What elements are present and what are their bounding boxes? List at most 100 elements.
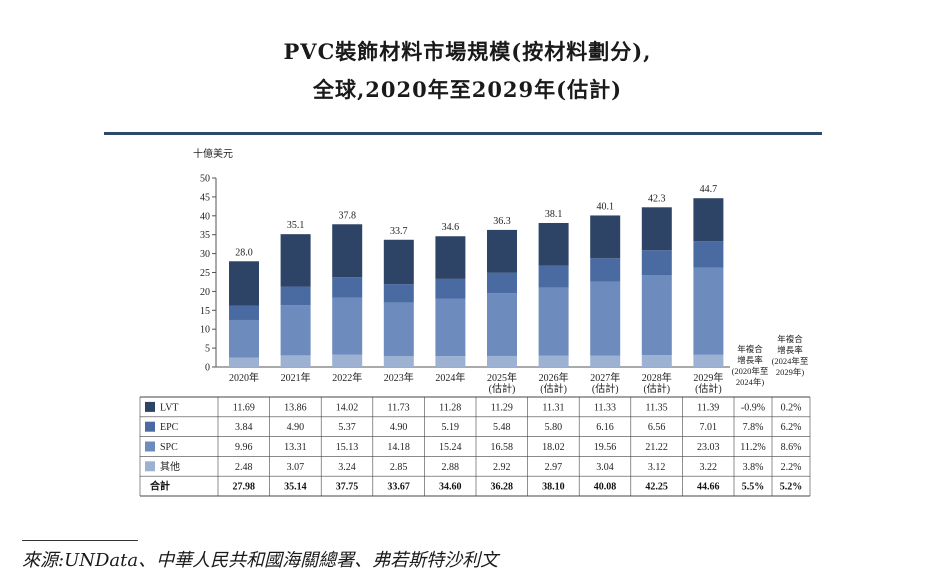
bar-segment-spc xyxy=(383,302,414,357)
table-cell: 2.85 xyxy=(390,462,408,473)
bar-segment-lvt xyxy=(693,198,724,242)
table-cell: 15.13 xyxy=(336,442,359,453)
cagr-header: 2024年) xyxy=(736,377,765,387)
x-tick-label: 2025年 xyxy=(487,371,517,384)
y-tick-label: 10 xyxy=(200,325,210,336)
y-tick-label: 0 xyxy=(205,363,210,374)
table-cell: 4.90 xyxy=(287,422,305,433)
bar-total-label: 34.6 xyxy=(442,222,460,233)
bar-segment-epc xyxy=(693,241,724,268)
table-cell: 16.58 xyxy=(491,442,514,453)
bar-segment-spc xyxy=(435,298,466,357)
legend-label: LVT xyxy=(160,402,179,413)
table-cell: 11.69 xyxy=(233,402,255,413)
bar-segment-spc xyxy=(487,293,517,356)
bar-total-label: 33.7 xyxy=(390,226,408,237)
table-cell: 5.80 xyxy=(545,422,563,433)
bar-segment-other xyxy=(590,355,621,367)
legend-label: 其他 xyxy=(160,460,180,473)
legend-label: SPC xyxy=(160,442,178,453)
bar-segment-epc xyxy=(280,286,311,306)
legend-swatch xyxy=(145,441,155,452)
table-cell: 5.19 xyxy=(441,422,459,433)
bar-segment-epc xyxy=(332,277,363,298)
x-tick-label: 2021年 xyxy=(281,371,311,384)
bar-segment-lvt xyxy=(487,229,517,273)
x-tick-label: 2027年 xyxy=(590,371,620,384)
y-tick-label: 45 xyxy=(200,192,210,203)
table-total-label: 合計 xyxy=(149,480,170,493)
bar-segment-epc xyxy=(641,250,672,275)
table-cell: 13.86 xyxy=(284,402,307,413)
bar-segment-lvt xyxy=(332,224,363,278)
table-cagr-cell: 8.6% xyxy=(781,442,802,453)
table-cell: 15.24 xyxy=(439,442,462,453)
cagr-header: 年複合 xyxy=(737,344,763,354)
bar-segment-lvt xyxy=(229,261,259,306)
bar-segment-lvt xyxy=(538,222,569,266)
table-cell: 14.02 xyxy=(336,402,359,413)
cagr-header: 2029年) xyxy=(776,367,805,377)
bar-segment-epc xyxy=(229,305,259,320)
bar-segment-spc xyxy=(280,305,311,356)
x-tick-label: 2022年 xyxy=(332,371,362,384)
y-tick-label: 20 xyxy=(200,287,210,298)
x-tick-label: (估計) xyxy=(489,382,516,395)
table-cell: 2.92 xyxy=(493,462,511,473)
bar-segment-other xyxy=(383,356,414,367)
table-cell: 3.07 xyxy=(287,462,305,473)
bar-segment-lvt xyxy=(590,215,621,259)
table-cagr-cell: 7.8% xyxy=(743,422,764,433)
x-tick-label: (估計) xyxy=(592,382,619,395)
table-cell: 11.73 xyxy=(388,402,410,413)
table-cell: 4.90 xyxy=(390,422,408,433)
table-total-cell: 38.10 xyxy=(542,482,565,493)
table-cagr-cell: 2.2% xyxy=(781,462,802,473)
bar-total-label: 35.1 xyxy=(287,220,305,231)
bar-segment-lvt xyxy=(383,239,414,285)
bar-segment-other xyxy=(538,355,569,367)
bar-segment-lvt xyxy=(641,207,672,251)
bar-segment-spc xyxy=(538,287,569,356)
table-cell: 5.37 xyxy=(338,422,356,433)
table-cell: 13.31 xyxy=(284,442,307,453)
table-total-cell: 27.98 xyxy=(233,482,256,493)
bar-segment-epc xyxy=(435,278,466,299)
table-total-cagr-cell: 5.5% xyxy=(742,482,765,493)
x-tick-label: 2020年 xyxy=(229,371,259,384)
bar-total-label: 38.1 xyxy=(545,209,563,220)
y-tick-label: 5 xyxy=(205,344,210,355)
table-total-cell: 33.67 xyxy=(387,482,410,493)
x-tick-label: (估計) xyxy=(540,382,567,395)
bar-segment-other xyxy=(229,357,259,367)
bar-segment-epc xyxy=(538,265,569,288)
bar-segment-spc xyxy=(229,319,259,358)
table-cell: 14.18 xyxy=(387,442,410,453)
table-total-cell: 35.14 xyxy=(284,482,307,493)
cagr-header: (2020年至 xyxy=(732,366,769,376)
x-tick-label: 2029年 xyxy=(693,371,723,384)
table-cell: 5.48 xyxy=(493,422,511,433)
table-cell: 11.29 xyxy=(491,402,513,413)
table-cell: 6.16 xyxy=(596,422,614,433)
bar-segment-other xyxy=(280,355,311,367)
legend-swatch xyxy=(145,401,155,412)
bar-segment-spc xyxy=(641,274,672,356)
x-tick-label: (估計) xyxy=(695,382,722,395)
table-cell: 6.56 xyxy=(648,422,666,433)
table-cell: 3.24 xyxy=(338,462,356,473)
bar-segment-spc xyxy=(590,281,621,356)
table-total-cell: 36.28 xyxy=(491,482,514,493)
bar-total-label: 42.3 xyxy=(648,193,666,204)
y-tick-label: 40 xyxy=(200,211,210,222)
table-total-cell: 42.25 xyxy=(645,482,668,493)
table-total-cell: 40.08 xyxy=(594,482,617,493)
x-tick-label: 2026年 xyxy=(539,371,569,384)
x-tick-label: 2028年 xyxy=(642,371,672,384)
x-tick-label: 2023年 xyxy=(384,371,414,384)
bar-segment-lvt xyxy=(435,236,466,279)
table-cell: 11.33 xyxy=(594,402,616,413)
legend-swatch xyxy=(145,461,155,472)
table-cell: 2.48 xyxy=(235,462,253,473)
